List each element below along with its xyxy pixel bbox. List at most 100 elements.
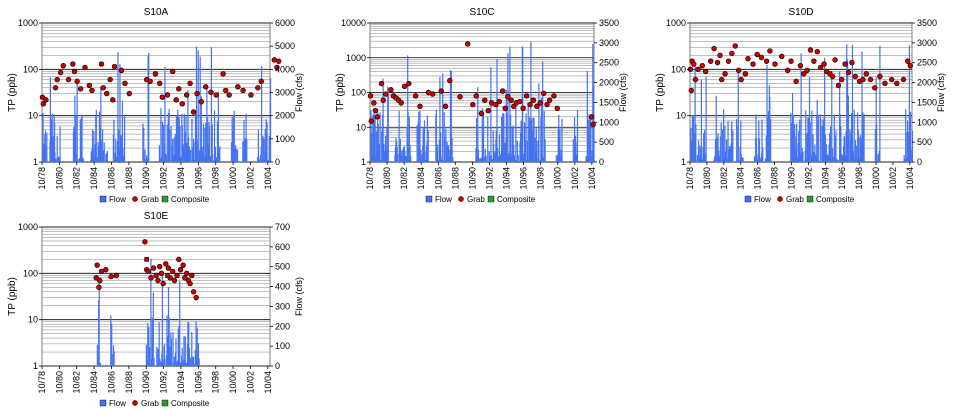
flow-bar [424,152,426,162]
flow-bar [197,343,200,366]
grab-point [368,118,374,124]
flow-bar [536,141,538,162]
flow-bar [703,133,705,162]
grab-point [126,90,132,97]
y2-tick-label: 600 [275,242,290,252]
grab-point [814,49,820,55]
flow-bar [909,111,912,162]
flow-bar [113,161,116,162]
grab-point [763,58,770,64]
flow-bar [261,66,263,162]
flow-bar [903,155,905,162]
flow-bar [113,119,115,162]
flow-bar [721,129,724,162]
grab-point [163,261,169,267]
flow-bar [835,130,837,162]
flow-bar [122,147,124,162]
flow-bar [799,119,801,162]
grab-point [784,67,791,74]
flow-bar [50,119,53,162]
flow-bar [193,141,195,162]
flow-bar [200,96,202,162]
flow-bar [185,363,188,366]
flow-bar [533,117,535,162]
flow-bar [257,129,260,162]
flow-bar [121,135,123,162]
flow-bar [910,150,912,162]
x-tick-label: 10/02 [570,167,580,190]
x-tick-label: 10/88 [450,167,460,190]
flow-bar [384,150,386,162]
flow-bar [182,359,184,366]
grab-point [275,58,282,64]
flow-bar [214,146,217,162]
flow-bar [423,133,425,162]
flow-bar [180,362,182,366]
flow-bar [742,157,744,162]
grab-point [198,99,205,105]
x-tick-label: 10/90 [141,167,151,190]
grab-point [74,78,80,85]
grab-point [544,101,550,108]
flow-bar [817,116,819,162]
x-tick-label: 10/84 [89,167,99,190]
y-tick-label: 1 [681,157,686,167]
flow-bar [716,137,718,162]
flow-bar [846,59,849,163]
flow-bar [836,160,838,162]
flow-bar [189,156,191,162]
flow-bar [727,121,729,162]
y2-tick-label: 5000 [275,41,295,51]
flow-bar [814,154,816,162]
x-tick-label: 10/86 [433,167,443,190]
grab-point [180,262,186,268]
x-tick-label: 10/84 [736,167,746,190]
grab-point [170,68,176,75]
grab-point [94,262,100,268]
x-tick-label: 10/98 [854,167,864,190]
flow-bar [159,358,161,366]
flow-bar [208,126,211,162]
flow-bar [859,134,862,162]
flow-bar [576,110,579,162]
flow-bar [162,346,164,366]
flow-bar [44,133,46,162]
flow-bar [179,281,181,366]
chart-s10d: 1 10 100 1000 0 500 1000 1500 2000 2500 3000 3500 10… [655,7,946,204]
flow-bar [397,154,399,162]
grab-point [811,58,817,64]
flow-bar [211,124,213,162]
flow-bar [694,62,696,163]
flow-bar [691,115,694,162]
x-tick-label: 10/94 [176,371,186,394]
grab-point [406,80,412,87]
grab-point [732,43,738,49]
flow-bar [487,161,490,162]
flow-bar [731,143,733,162]
grab-point [717,52,723,59]
grab-point [845,69,852,76]
grab-point [499,88,506,94]
grab-point [40,101,47,107]
flow-bar [534,137,536,162]
grab-point [190,109,197,115]
flow-bar [58,157,60,162]
flow-bar [398,110,400,162]
flow-bar [115,138,117,162]
flow-bar [449,70,452,162]
flow-bar [826,153,828,162]
x-tick-label: 10/78 [365,167,375,190]
flow-bar [528,116,531,162]
flow-bar [876,160,878,162]
flow-bar [146,155,148,162]
chart-title: S10E [144,211,169,222]
flow-bar [160,108,162,162]
flow-bar [477,87,479,162]
flow-bar [825,144,827,162]
flow-bar [408,116,410,162]
flow-bar [516,140,518,162]
grab-point [193,294,199,301]
grab-point [113,272,119,279]
flow-bar [483,156,485,162]
